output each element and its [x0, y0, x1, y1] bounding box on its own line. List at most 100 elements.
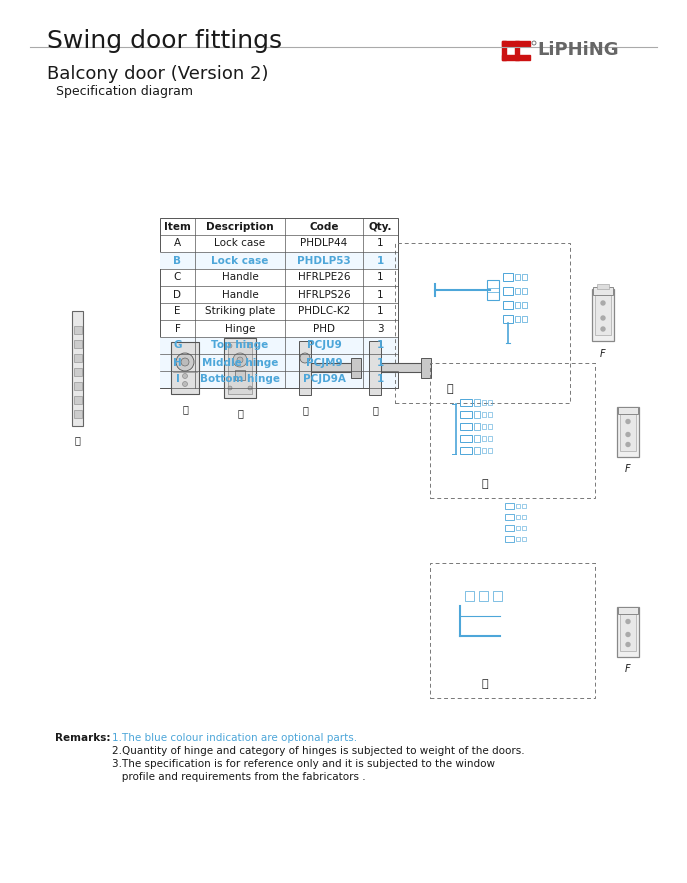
- Bar: [460, 398, 472, 405]
- Circle shape: [601, 327, 605, 331]
- Text: Specification diagram: Specification diagram: [56, 85, 193, 98]
- Circle shape: [183, 381, 188, 387]
- Text: Code: Code: [309, 222, 339, 231]
- Bar: [620, 613, 636, 651]
- Bar: [474, 398, 480, 405]
- Bar: [516, 515, 520, 519]
- Bar: [74, 367, 82, 375]
- Text: 2.Quantity of hinge and category of hinges is subjected to weight of the doors.: 2.Quantity of hinge and category of hing…: [112, 746, 525, 756]
- Circle shape: [626, 620, 630, 623]
- Text: Ⓐ: Ⓐ: [182, 404, 188, 414]
- Bar: [160, 354, 398, 371]
- Bar: [620, 412, 636, 450]
- Text: Ⓘ: Ⓘ: [482, 679, 488, 689]
- Text: Remarks:: Remarks:: [55, 733, 111, 743]
- Bar: [522, 515, 526, 519]
- Text: Ⓓ: Ⓓ: [372, 405, 378, 415]
- Bar: [516, 526, 520, 530]
- Text: 1.The blue colour indication are optional parts.: 1.The blue colour indication are optiona…: [112, 733, 357, 743]
- Text: LiPHiNG: LiPHiNG: [537, 41, 618, 59]
- Bar: [505, 536, 514, 542]
- Text: 1: 1: [377, 374, 384, 384]
- Bar: [74, 381, 82, 389]
- Bar: [74, 326, 82, 334]
- Bar: [482, 424, 486, 428]
- Bar: [369, 341, 381, 395]
- Bar: [74, 396, 82, 404]
- Circle shape: [183, 374, 188, 379]
- Bar: [522, 274, 527, 280]
- Bar: [502, 41, 506, 60]
- Bar: [311, 363, 353, 372]
- Text: PCJD9A: PCJD9A: [302, 374, 346, 384]
- Text: F: F: [174, 323, 181, 334]
- Bar: [502, 55, 530, 60]
- Bar: [160, 252, 398, 269]
- Text: C: C: [174, 273, 181, 283]
- Bar: [74, 339, 82, 348]
- Bar: [228, 342, 252, 394]
- Text: Middle hinge: Middle hinge: [202, 358, 278, 367]
- Circle shape: [626, 643, 630, 646]
- Text: 3: 3: [377, 323, 384, 334]
- Text: Ⓗ: Ⓗ: [482, 479, 488, 489]
- Bar: [502, 41, 530, 46]
- Text: B: B: [174, 255, 181, 266]
- Text: Striking plate: Striking plate: [205, 306, 275, 316]
- Text: A: A: [174, 238, 181, 248]
- Text: PHDLC-K2: PHDLC-K2: [298, 306, 350, 316]
- Text: 1: 1: [377, 290, 384, 299]
- Text: PCJM9: PCJM9: [306, 358, 342, 367]
- Bar: [482, 435, 486, 441]
- Bar: [474, 411, 480, 418]
- Circle shape: [228, 386, 232, 390]
- Bar: [618, 607, 638, 614]
- Text: HFRLPS26: HFRLPS26: [297, 290, 350, 299]
- Text: Item: Item: [164, 222, 191, 231]
- Bar: [474, 434, 480, 442]
- Text: PHDLP53: PHDLP53: [297, 255, 351, 266]
- Text: Top hinge: Top hinge: [212, 341, 269, 351]
- Circle shape: [176, 353, 194, 371]
- Bar: [503, 315, 513, 323]
- Bar: [482, 448, 486, 452]
- Bar: [515, 288, 520, 294]
- Bar: [516, 504, 520, 508]
- Bar: [235, 370, 245, 380]
- Bar: [516, 537, 520, 541]
- Circle shape: [233, 353, 247, 367]
- Text: 1: 1: [377, 358, 384, 367]
- Text: PHD: PHD: [313, 323, 335, 334]
- Bar: [505, 514, 514, 520]
- Bar: [617, 406, 639, 457]
- Text: Ⓔ: Ⓔ: [75, 435, 80, 446]
- Text: F: F: [625, 665, 631, 675]
- Bar: [74, 410, 82, 418]
- Bar: [488, 411, 492, 417]
- Text: Ⓒ: Ⓒ: [302, 405, 308, 415]
- Bar: [487, 280, 499, 300]
- Text: I: I: [176, 374, 179, 384]
- Text: Bottom hinge: Bottom hinge: [200, 374, 280, 384]
- Text: Hinge: Hinge: [225, 323, 255, 334]
- Bar: [479, 591, 488, 600]
- Bar: [482, 411, 486, 417]
- Bar: [515, 302, 520, 308]
- Bar: [522, 316, 527, 322]
- Bar: [617, 607, 639, 656]
- Bar: [515, 41, 519, 60]
- Circle shape: [626, 442, 630, 447]
- Bar: [522, 537, 526, 541]
- Text: Description: Description: [206, 222, 274, 231]
- Bar: [299, 341, 311, 395]
- Bar: [488, 448, 492, 452]
- Circle shape: [601, 316, 605, 320]
- Bar: [515, 274, 520, 280]
- Bar: [474, 422, 480, 429]
- Text: Swing door fittings: Swing door fittings: [47, 29, 282, 53]
- Bar: [72, 311, 83, 426]
- Bar: [488, 424, 492, 428]
- Bar: [505, 503, 514, 509]
- Bar: [493, 591, 502, 600]
- Bar: [465, 591, 474, 600]
